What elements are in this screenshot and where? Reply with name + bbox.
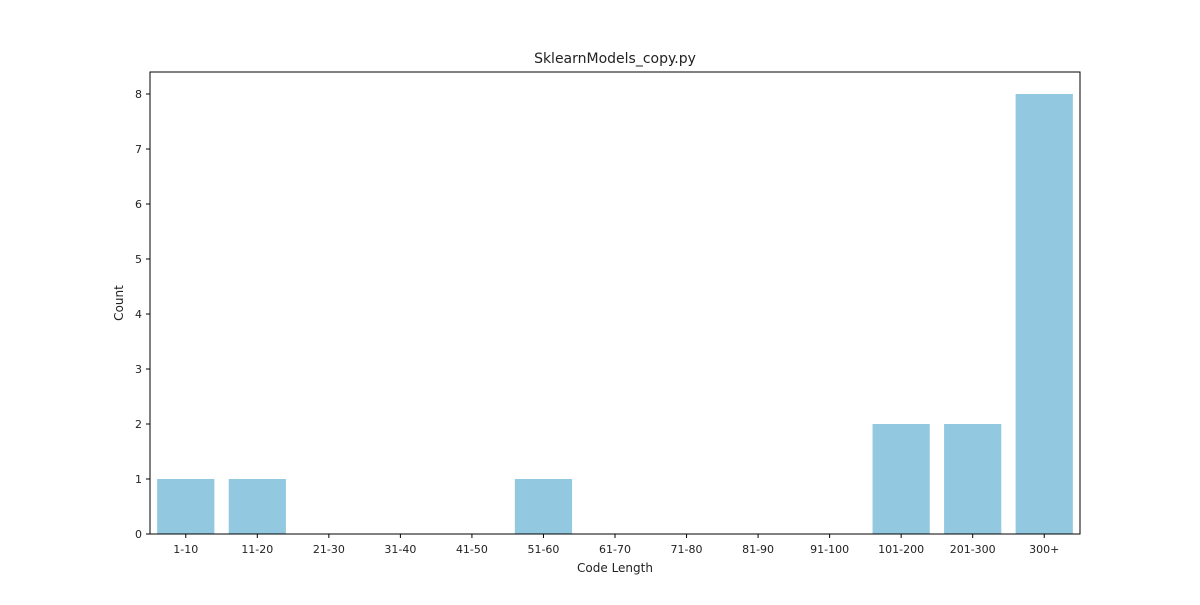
x-tick-label: 21-30 bbox=[313, 543, 345, 556]
bar-300+ bbox=[1015, 94, 1073, 534]
x-tick-label: 201-300 bbox=[950, 543, 996, 556]
y-tick-label: 3 bbox=[135, 363, 142, 376]
bar-101-200 bbox=[872, 424, 930, 534]
bar-201-300 bbox=[944, 424, 1002, 534]
x-axis-ticks: 1-10 11-20 21-30 31-40 41-50 51-60 61-70 71-80 8… bbox=[173, 534, 1059, 556]
y-axis-ticks: 0 1 2 3 4 5 6 7 8 bbox=[135, 88, 150, 541]
y-tick-label: 8 bbox=[135, 88, 142, 101]
x-tick-label: 81-90 bbox=[742, 543, 774, 556]
y-tick-label: 1 bbox=[135, 473, 142, 486]
x-tick-label: 61-70 bbox=[599, 543, 631, 556]
x-tick-label: 51-60 bbox=[527, 543, 559, 556]
x-tick-label: 71-80 bbox=[671, 543, 703, 556]
y-tick-label: 6 bbox=[135, 198, 142, 211]
x-tick-label: 11-20 bbox=[241, 543, 273, 556]
y-tick-label: 7 bbox=[135, 143, 142, 156]
y-tick-label: 5 bbox=[135, 253, 142, 266]
x-tick-label: 31-40 bbox=[384, 543, 416, 556]
x-tick-label: 1-10 bbox=[173, 543, 198, 556]
x-tick-label: 101-200 bbox=[878, 543, 924, 556]
x-tick-label: 300+ bbox=[1029, 543, 1059, 556]
bar-51-60 bbox=[514, 479, 573, 534]
y-tick-label: 4 bbox=[135, 308, 142, 321]
y-tick-label: 0 bbox=[135, 528, 142, 541]
chart-title: SklearnModels_copy.py bbox=[534, 51, 696, 67]
y-axis-title: Count bbox=[112, 285, 126, 321]
x-tick-label: 91-100 bbox=[810, 543, 849, 556]
y-tick-label: 2 bbox=[135, 418, 142, 431]
bar-1-10 bbox=[157, 479, 215, 534]
x-axis-title: Code Length bbox=[577, 561, 653, 575]
bar-11-20 bbox=[228, 479, 286, 534]
bars-layer bbox=[157, 94, 1073, 534]
x-tick-label: 41-50 bbox=[456, 543, 488, 556]
plot-frame bbox=[149, 71, 1081, 535]
